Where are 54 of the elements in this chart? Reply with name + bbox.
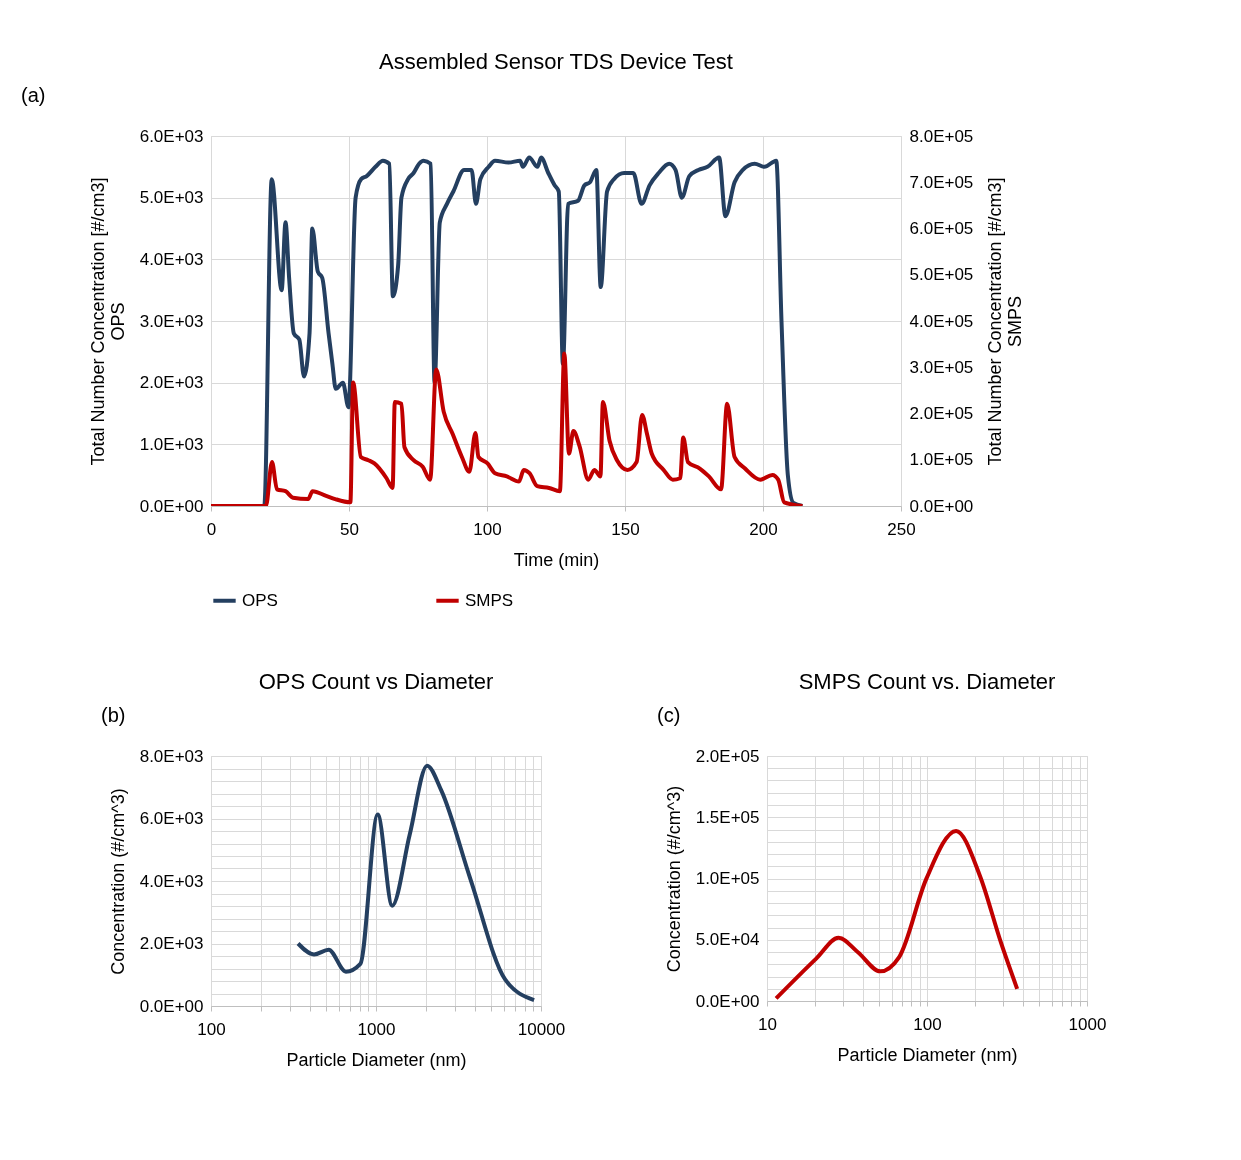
chart-title: OPS Count vs Diameter — [258, 669, 494, 694]
y2-tick-label: 8.0E+05 — [909, 126, 974, 146]
y-tick-label: 0.0E+00 — [139, 496, 204, 516]
x-tick-label: 250 — [887, 519, 916, 539]
y-axis-title: Total Number Concentration [#/cm3] OPS — [87, 177, 128, 466]
y2-tick-label: 5.0E+05 — [909, 265, 974, 285]
y-tick-label: 1.0E+05 — [695, 869, 760, 888]
y-axis-title: Concentration (#/cm^3) — [663, 785, 684, 973]
legend-label: OPS — [242, 590, 278, 610]
y2-tick-label: 2.0E+05 — [909, 404, 974, 423]
y2-axis-title: Total Number Concentration [#/cm3] SMPS — [985, 177, 1026, 466]
x-axis-title: Particle Diameter (nm) — [286, 1049, 467, 1070]
y-tick-label: 0.0E+00 — [139, 996, 204, 1016]
y-tick-label: 5.0E+03 — [139, 188, 204, 208]
x-tick-label: 0 — [206, 519, 217, 539]
chart-title: SMPS Count vs. Diameter — [798, 669, 1056, 694]
x-tick-label: 150 — [611, 519, 640, 539]
x-tick-label: 1000 — [1068, 1014, 1107, 1034]
x-tick-label: 50 — [340, 519, 359, 539]
x-axis-title: Particle Diameter (nm) — [837, 1044, 1018, 1065]
y-tick-label: 2.0E+05 — [695, 746, 760, 766]
text: (a) — [21, 84, 46, 106]
y2-tick-label: 4.0E+05 — [909, 311, 974, 331]
y-axis-title: Concentration (#/cm^3) — [107, 788, 128, 975]
x-tick-label: 10000 — [517, 1019, 566, 1039]
y-tick-label: 3.0E+03 — [139, 311, 204, 331]
y-tick-label: 4.0E+03 — [139, 871, 204, 891]
chart-title: Assembled Sensor TDS Device Test — [379, 49, 733, 74]
x-axis-title: Time (min) — [513, 549, 600, 570]
x-tick-label: 1000 — [357, 1019, 396, 1039]
y2-tick-label: 7.0E+05 — [909, 172, 974, 192]
y-tick-label: 2.0E+03 — [139, 373, 204, 393]
x-tick-label: 10 — [758, 1014, 777, 1034]
y-tick-label: 2.0E+03 — [139, 934, 204, 953]
x-tick-label: 100 — [473, 519, 502, 539]
y-tick-label: 0.0E+00 — [695, 991, 760, 1011]
y-tick-label: 1.0E+03 — [139, 434, 204, 454]
x-tick-label: 100 — [913, 1014, 942, 1034]
y2-tick-label: 6.0E+05 — [909, 219, 974, 238]
y-tick-label: 6.0E+03 — [139, 126, 204, 146]
x-tick-label: 200 — [749, 519, 778, 539]
text: (c) — [657, 704, 681, 726]
y-tick-label: 1.5E+05 — [695, 807, 760, 827]
y-tick-label: 4.0E+03 — [139, 249, 204, 269]
y-tick-label: 8.0E+03 — [139, 746, 204, 766]
y-tick-label: 5.0E+04 — [695, 930, 760, 950]
text: (b) — [101, 704, 126, 726]
y2-tick-label: 1.0E+05 — [909, 450, 974, 470]
y2-tick-label: 0.0E+00 — [909, 496, 974, 516]
legend-label: SMPS — [465, 590, 514, 610]
x-tick-label: 100 — [197, 1019, 226, 1039]
y2-tick-label: 3.0E+05 — [909, 357, 974, 377]
line-series — [211, 351, 805, 506]
y-tick-label: 6.0E+03 — [139, 809, 204, 828]
